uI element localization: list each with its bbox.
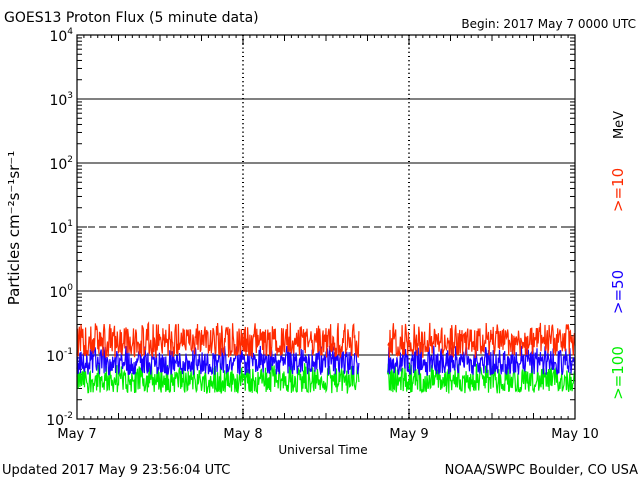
legend-unit: MeV <box>612 111 627 139</box>
plot-frame <box>76 34 576 420</box>
y-tick-label: 103 <box>49 91 73 109</box>
legend: MeV >=10 >=50 >=100 <box>609 111 627 400</box>
x-axis-label: Universal Time <box>278 443 367 457</box>
legend-item: >=100 <box>609 346 627 400</box>
y-tick-label: 101 <box>49 219 73 237</box>
legend-item: >=10 <box>609 168 627 212</box>
y-tick-label: 10-1 <box>46 347 73 365</box>
y-tick-label: 100 <box>49 283 73 301</box>
legend-item: >=50 <box>609 270 627 314</box>
plot-area: 10-2 10-1 100 101 102 103 104 May 7 May 8 May 9 Ma… <box>46 27 599 442</box>
y-tick-label: 10-2 <box>46 411 73 429</box>
x-tick-label: May 8 <box>223 427 262 442</box>
credit-text: NOAA/SWPC Boulder, CO USA <box>445 463 638 478</box>
y-tick-label: 104 <box>49 27 73 45</box>
series-line <box>387 345 576 377</box>
series-line <box>76 363 360 395</box>
chart-title: GOES13 Proton Flux (5 minute data) <box>4 10 259 26</box>
y-axis-label: Particles cm⁻²s⁻¹sr⁻¹ <box>5 151 23 305</box>
x-tick-label: May 9 <box>389 427 428 442</box>
x-tick-label: May 7 <box>57 427 96 442</box>
updated-timestamp: Updated 2017 May 9 23:56:04 UTC <box>2 463 230 478</box>
begin-date: Begin: 2017 May 7 0000 UTC <box>461 17 636 31</box>
x-tick-label: May 10 <box>551 427 599 442</box>
series-line <box>387 322 576 359</box>
series-line <box>76 321 360 358</box>
y-tick-label: 102 <box>49 155 73 173</box>
series-line <box>76 345 360 376</box>
